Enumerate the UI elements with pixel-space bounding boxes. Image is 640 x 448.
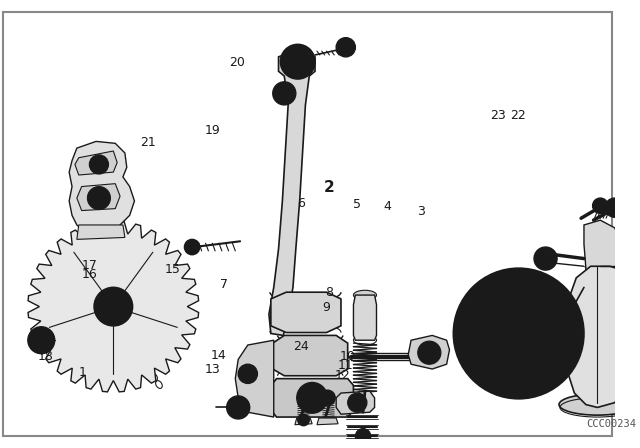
Polygon shape	[353, 295, 376, 340]
Text: CCC00234: CCC00234	[586, 419, 636, 429]
Circle shape	[486, 338, 524, 376]
Polygon shape	[75, 151, 117, 175]
Polygon shape	[271, 379, 353, 417]
Text: 12: 12	[335, 369, 351, 382]
Circle shape	[297, 383, 328, 413]
Circle shape	[418, 341, 441, 364]
Text: 6: 6	[297, 197, 305, 210]
Circle shape	[348, 393, 367, 412]
Polygon shape	[77, 225, 125, 239]
Text: 17: 17	[81, 259, 97, 272]
Ellipse shape	[353, 290, 376, 300]
Text: 5: 5	[353, 198, 360, 211]
Polygon shape	[69, 142, 134, 235]
Circle shape	[509, 324, 528, 343]
Text: 9: 9	[322, 302, 330, 314]
Circle shape	[513, 338, 551, 376]
Text: 20: 20	[228, 56, 244, 69]
Circle shape	[273, 82, 296, 105]
Polygon shape	[236, 340, 274, 417]
Polygon shape	[584, 220, 622, 306]
Circle shape	[184, 239, 200, 255]
Circle shape	[28, 327, 55, 353]
Text: 19: 19	[204, 124, 220, 137]
Text: 18: 18	[38, 350, 54, 363]
Circle shape	[88, 186, 111, 210]
Text: 21: 21	[140, 136, 156, 149]
Text: 11: 11	[337, 359, 353, 372]
Polygon shape	[271, 292, 341, 332]
Text: 24: 24	[293, 340, 309, 353]
Circle shape	[336, 38, 355, 57]
Text: 13: 13	[204, 363, 220, 376]
Polygon shape	[408, 336, 449, 369]
Polygon shape	[269, 49, 315, 336]
Circle shape	[605, 198, 624, 217]
Circle shape	[90, 155, 109, 174]
Circle shape	[593, 198, 608, 213]
Circle shape	[227, 396, 250, 419]
Text: 8: 8	[325, 286, 333, 299]
Text: 7: 7	[220, 278, 228, 291]
Circle shape	[453, 268, 584, 399]
Circle shape	[94, 287, 132, 326]
Polygon shape	[336, 391, 374, 414]
Circle shape	[526, 314, 564, 353]
Text: 22: 22	[509, 109, 525, 122]
Circle shape	[355, 429, 371, 444]
Polygon shape	[273, 336, 348, 376]
Circle shape	[486, 291, 524, 329]
Circle shape	[320, 390, 335, 405]
Polygon shape	[295, 418, 312, 425]
Text: 1: 1	[79, 366, 87, 379]
Circle shape	[472, 314, 511, 353]
Text: 2: 2	[323, 180, 334, 195]
Polygon shape	[77, 184, 120, 211]
Text: 14: 14	[211, 349, 226, 362]
Circle shape	[238, 364, 257, 383]
Text: 23: 23	[490, 109, 506, 122]
Polygon shape	[317, 418, 338, 425]
Polygon shape	[564, 266, 640, 407]
Ellipse shape	[559, 394, 636, 415]
Circle shape	[513, 291, 551, 329]
Circle shape	[298, 414, 309, 426]
Text: 4: 4	[383, 200, 391, 213]
Circle shape	[280, 44, 315, 79]
Circle shape	[534, 247, 557, 270]
Text: 15: 15	[164, 263, 180, 276]
Polygon shape	[28, 221, 198, 392]
Text: 10: 10	[339, 350, 355, 363]
Text: 3: 3	[417, 205, 425, 218]
Text: 16: 16	[81, 268, 97, 281]
